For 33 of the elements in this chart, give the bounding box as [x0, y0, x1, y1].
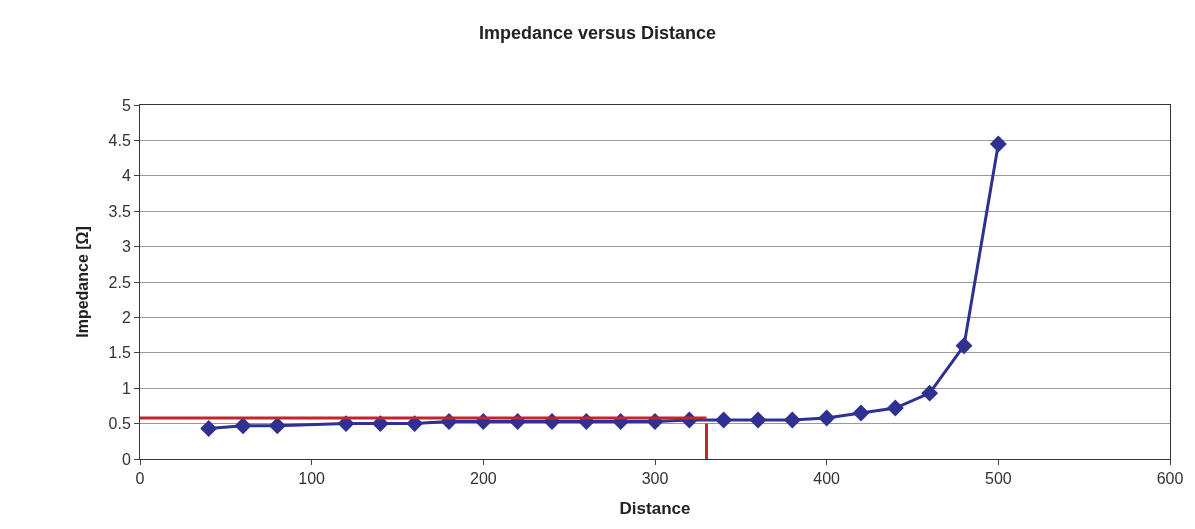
y-tick-label: 5	[121, 96, 131, 114]
y-tick-label: 3.5	[108, 202, 131, 220]
point	[989, 135, 1007, 153]
x-tick-label: 200	[469, 470, 497, 488]
point	[852, 404, 870, 422]
y-tick-label: 4	[121, 167, 131, 185]
x-tick-label: 500	[984, 470, 1012, 488]
y-tick-label: 1	[121, 379, 131, 397]
x-axis-title: Distance	[619, 498, 691, 518]
point	[955, 337, 973, 355]
x-tick-label: 400	[813, 470, 841, 488]
y-tick-label: 4.5	[108, 132, 131, 149]
y-tick-label: 2	[121, 309, 131, 326]
y-tick-label: 0.5	[108, 415, 131, 433]
y-tick-label: 2.5	[108, 273, 131, 291]
x-tick-label: 100	[298, 470, 326, 488]
point	[818, 409, 836, 427]
x-tick-label: 300	[641, 470, 669, 488]
point	[921, 384, 939, 402]
y-tick-label: 1.5	[108, 344, 131, 362]
y-axis-title: Impedance [Ω]	[74, 226, 92, 338]
point	[268, 417, 286, 435]
point	[749, 411, 767, 429]
x-tick-label: 600	[1156, 470, 1184, 488]
x-tick-label: 0	[135, 470, 145, 488]
y-tick-label: 0	[121, 450, 131, 468]
point	[234, 417, 252, 435]
point	[886, 399, 904, 417]
chart-title: Impedance versus Distance	[478, 23, 717, 44]
y-tick-label: 3	[121, 238, 131, 256]
point	[783, 411, 801, 429]
point	[200, 420, 218, 438]
point	[715, 411, 733, 429]
